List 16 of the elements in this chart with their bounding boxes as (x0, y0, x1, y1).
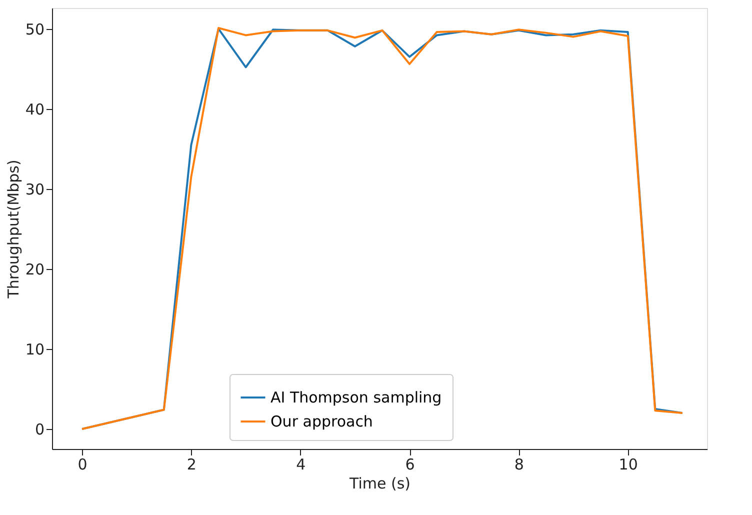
x-tick-label: 10 (618, 456, 638, 474)
y-tick-label: 40 (25, 100, 44, 118)
x-tick-label: 0 (78, 456, 88, 474)
legend-label: AI Thompson sampling (270, 388, 442, 406)
x-tick-label: 8 (514, 456, 524, 474)
legend-label: Our approach (270, 412, 373, 430)
y-axis-title: Throughput(Mbps) (4, 160, 22, 300)
y-tick-label: 0 (34, 420, 44, 438)
x-tick-label: 2 (186, 456, 196, 474)
x-tick-label: 6 (405, 456, 415, 474)
x-tick-label: 4 (296, 456, 306, 474)
x-axis-title: Time (s) (348, 474, 410, 492)
y-tick-label: 50 (25, 20, 44, 38)
y-tick-label: 30 (25, 180, 44, 198)
y-tick-label: 20 (25, 260, 44, 278)
y-tick-label: 10 (25, 340, 44, 358)
